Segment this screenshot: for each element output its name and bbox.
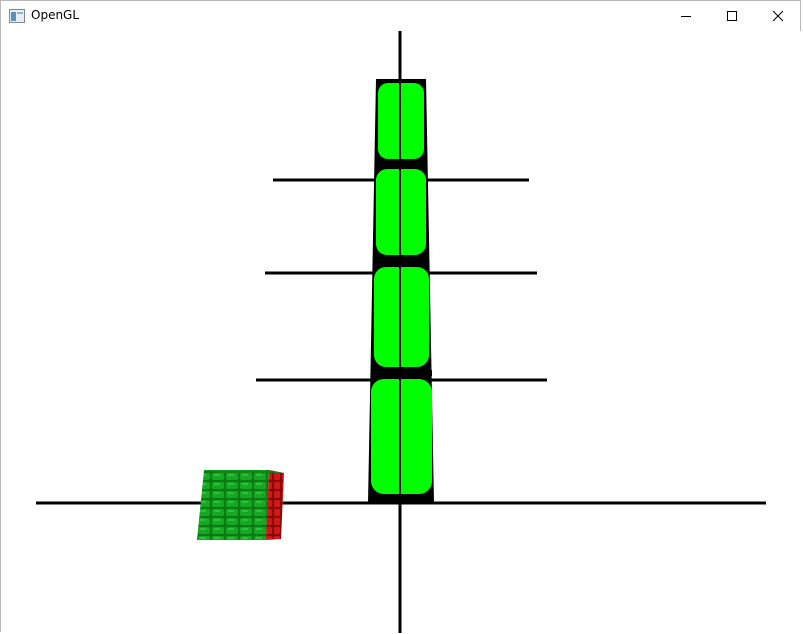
window-title: OpenGL [31, 8, 80, 22]
maximize-button[interactable] [709, 1, 755, 31]
maximize-icon [727, 11, 737, 21]
brick-cube [197, 470, 284, 540]
brick-cube-top [204, 470, 284, 473]
tower-segment-3 [374, 267, 429, 367]
tower-segment-4 [371, 379, 432, 494]
brick-cube-front [197, 470, 269, 540]
close-icon [772, 10, 784, 22]
scene-render [36, 31, 766, 633]
opengl-canvas[interactable] [1, 31, 802, 633]
title-bar[interactable]: OpenGL [1, 1, 800, 31]
app-window-icon [9, 9, 25, 23]
minimize-icon [681, 16, 691, 17]
brick-cube-side [266, 470, 284, 540]
minimize-button[interactable] [663, 1, 709, 31]
close-button[interactable] [755, 1, 801, 31]
